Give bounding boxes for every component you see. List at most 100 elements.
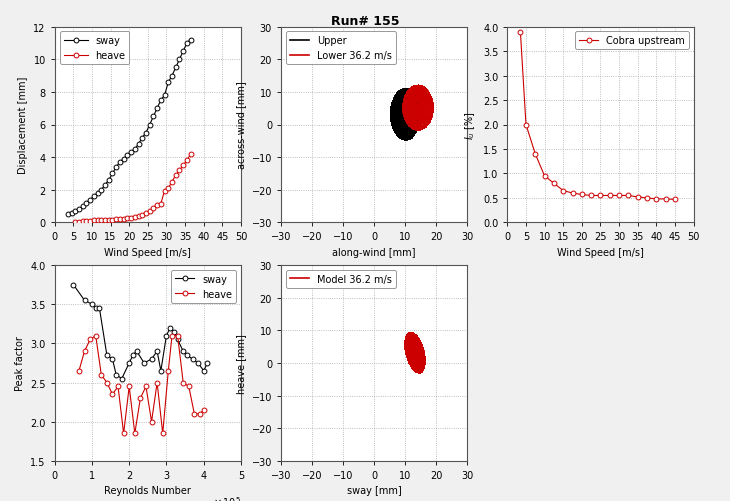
heave (147, 419, 156, 425)
sway (149, 114, 158, 120)
sway (108, 356, 117, 362)
sway (147, 356, 156, 362)
Y-axis label: across-wind [mm]: across-wind [mm] (236, 82, 246, 169)
sway (153, 349, 161, 355)
sway (134, 142, 143, 148)
Cobra upstream (559, 188, 568, 194)
sway (169, 329, 178, 335)
X-axis label: Wind Speed [m/s]: Wind Speed [m/s] (557, 247, 644, 258)
heave (91, 333, 100, 339)
heave (168, 333, 177, 339)
sway (160, 93, 169, 99)
heave (114, 384, 123, 390)
sway (131, 147, 139, 153)
sway (156, 368, 165, 374)
heave (102, 380, 111, 386)
heave (142, 211, 150, 217)
heave (97, 217, 106, 223)
sway (193, 360, 202, 366)
heave (104, 217, 113, 223)
heave (186, 151, 195, 157)
Line: sway: sway (71, 283, 210, 381)
Legend: Upper, Lower 36.2 m/s: Upper, Lower 36.2 m/s (286, 33, 396, 65)
heave (74, 368, 83, 374)
heave (190, 411, 199, 417)
sway (85, 197, 94, 203)
sway (88, 302, 96, 308)
Y-axis label: heave [mm]: heave [mm] (236, 333, 246, 393)
heave (175, 168, 184, 174)
heave (125, 384, 134, 390)
heave (90, 218, 99, 224)
sway (132, 349, 141, 355)
heave (82, 218, 91, 224)
sway (80, 298, 89, 304)
sway (71, 208, 80, 214)
sway (102, 352, 111, 358)
sway (69, 282, 77, 288)
sway (112, 164, 120, 170)
heave (160, 188, 169, 194)
heave (78, 219, 87, 225)
Cobra upstream (540, 173, 549, 179)
sway (156, 98, 165, 104)
sway (153, 106, 161, 112)
sway (95, 306, 104, 312)
heave (119, 430, 128, 436)
sway (82, 200, 91, 206)
heave (97, 372, 106, 378)
Line: heave: heave (77, 334, 206, 436)
heave (101, 217, 110, 223)
sway (123, 153, 131, 159)
heave (131, 215, 139, 221)
sway (91, 306, 100, 312)
sway (93, 190, 102, 196)
Cobra upstream (605, 193, 614, 199)
sway (182, 41, 191, 47)
sway (139, 360, 148, 366)
Y-axis label: Peak factor: Peak factor (15, 336, 25, 391)
Cobra upstream (633, 194, 642, 200)
sway (142, 130, 150, 136)
heave (173, 333, 182, 339)
heave (153, 203, 161, 209)
sway (145, 122, 154, 128)
Cobra upstream (615, 193, 623, 199)
heave (153, 380, 161, 386)
sway (119, 156, 128, 162)
sway (74, 207, 83, 213)
Line: sway: sway (66, 38, 193, 217)
heave (138, 212, 147, 218)
Cobra upstream (642, 195, 651, 201)
sway (186, 38, 195, 44)
sway (203, 360, 212, 366)
Cobra upstream (652, 196, 661, 202)
heave (145, 208, 154, 214)
Cobra upstream (531, 151, 539, 157)
heave (136, 395, 145, 401)
sway (179, 49, 188, 55)
Y-axis label: Displacement [mm]: Displacement [mm] (18, 77, 28, 174)
sway (101, 182, 110, 188)
sway (112, 372, 120, 378)
Legend: sway, heave: sway, heave (171, 271, 236, 303)
sway (108, 171, 117, 177)
heave (185, 384, 193, 390)
sway (182, 352, 191, 358)
heave (85, 337, 94, 343)
heave (164, 186, 173, 192)
heave (112, 217, 120, 223)
sway (67, 210, 76, 216)
Y-axis label: $I_u$ [%]: $I_u$ [%] (464, 111, 477, 140)
heave (134, 214, 143, 220)
Text: $\times\,10^5$: $\times\,10^5$ (213, 494, 241, 501)
X-axis label: along-wind [mm]: along-wind [mm] (332, 247, 416, 258)
heave (108, 217, 117, 223)
sway (127, 150, 136, 156)
heave (119, 216, 128, 222)
Line: Cobra upstream: Cobra upstream (518, 30, 677, 202)
heave (108, 391, 117, 397)
sway (162, 333, 171, 339)
sway (172, 65, 180, 71)
heave (156, 201, 165, 207)
